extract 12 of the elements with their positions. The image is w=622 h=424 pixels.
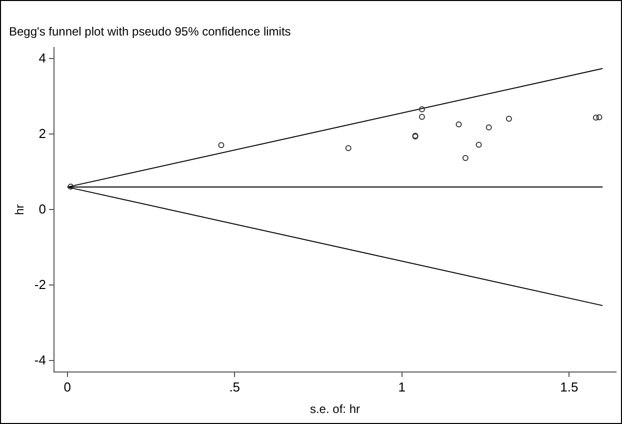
y-tick-label: -2 (34, 276, 46, 292)
y-tick-label: 0 (38, 201, 46, 216)
y-tick-label: 4 (38, 50, 46, 66)
chart-title: Begg's funnel plot with pseudo 95% confidence limits (9, 24, 291, 39)
y-axis-title: hr (12, 204, 27, 216)
x-tick-label: .5 (229, 379, 240, 394)
x-tick-label: 0 (64, 379, 71, 394)
x-axis-title: s.e. of: hr (310, 402, 360, 416)
x-tick-label: 1 (398, 379, 406, 394)
y-tick-label: 2 (38, 126, 46, 141)
y-tick-label: -4 (34, 352, 46, 368)
x-tick-label: 1.5 (560, 379, 578, 394)
